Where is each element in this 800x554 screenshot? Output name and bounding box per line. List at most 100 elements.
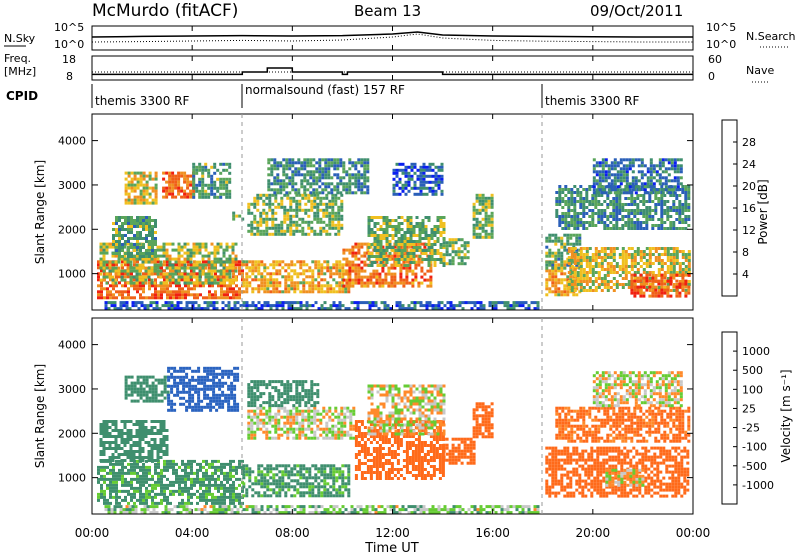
heatmap-cell	[357, 185, 361, 189]
heatmap-cell	[348, 158, 352, 162]
heatmap-cell	[412, 228, 416, 231]
heatmap-cell	[148, 240, 151, 243]
heatmap-cell	[155, 307, 159, 311]
heatmap-cell	[154, 249, 157, 252]
heatmap-cell	[331, 193, 335, 197]
heatmap-cell	[257, 307, 261, 311]
heatmap-cell	[675, 209, 679, 212]
heatmap-cell	[613, 185, 617, 189]
heatmap-cell	[115, 228, 118, 231]
heatmap-cell	[337, 232, 341, 236]
heatmap-cell	[126, 269, 130, 273]
heatmap-cell	[397, 231, 401, 234]
heatmap-cell	[301, 217, 305, 221]
heatmap-cell	[601, 185, 605, 189]
heatmap-cell	[281, 304, 285, 308]
heatmap-cell	[582, 274, 586, 277]
heatmap-cell	[335, 263, 339, 267]
heatmap-cell	[136, 186, 140, 190]
heatmap-cell	[397, 228, 401, 231]
heatmap-cell	[154, 495, 157, 499]
heatmap-cell	[112, 465, 115, 469]
heatmap-cell	[360, 185, 364, 189]
heatmap-cell	[171, 180, 175, 184]
heatmap-cell	[381, 284, 385, 288]
heatmap-cell	[276, 167, 280, 171]
heatmap-cell	[345, 173, 349, 177]
heatmap-cell	[385, 222, 389, 225]
heatmap-cell	[661, 164, 665, 168]
heatmap-cell	[666, 268, 670, 271]
heatmap-cell	[585, 200, 589, 203]
heatmap-cell	[169, 293, 172, 297]
heatmap-cell	[478, 226, 482, 230]
heatmap-cell	[254, 269, 258, 273]
heatmap-cell	[154, 480, 157, 484]
heatmap-cell	[132, 266, 136, 270]
heatmap-cell	[348, 176, 352, 180]
heatmap-cell	[681, 276, 685, 280]
heatmap-cell	[165, 257, 169, 261]
heatmap-cell	[127, 492, 130, 496]
heatmap-cell	[320, 304, 324, 308]
heatmap-cell	[260, 304, 264, 308]
heatmap-cell	[612, 259, 616, 262]
heatmap-cell	[506, 301, 510, 305]
heatmap-cell	[192, 195, 196, 199]
heatmap-cell	[117, 269, 121, 273]
heatmap-cell	[673, 179, 677, 183]
heatmap-cell	[560, 260, 564, 264]
heatmap-cell	[408, 269, 412, 273]
heatmap-cell	[120, 269, 124, 273]
heatmap-cell	[654, 285, 658, 289]
heatmap-cell	[219, 171, 223, 175]
heatmap-cell	[102, 275, 106, 279]
heatmap-cell	[238, 260, 241, 264]
heatmap-cell	[340, 208, 344, 212]
heatmap-cell	[214, 293, 217, 297]
heatmap-cell	[177, 174, 181, 178]
heatmap-cell	[157, 471, 160, 475]
heatmap-cell	[219, 281, 223, 285]
heatmap-cell	[331, 202, 335, 206]
heatmap-cell	[573, 256, 577, 259]
heatmap-cell	[262, 199, 266, 203]
heatmap-cell	[579, 191, 583, 194]
heatmap-cell	[545, 266, 549, 270]
heatmap-cell	[648, 273, 652, 277]
heatmap-cell	[151, 237, 154, 240]
heatmap-cell	[681, 206, 685, 209]
heatmap-cell	[304, 208, 308, 212]
heatmap-cell	[452, 304, 456, 308]
heatmap-cell	[135, 272, 139, 276]
heatmap-cell	[609, 253, 613, 256]
heatmap-cell	[221, 301, 225, 305]
heatmap-cell	[661, 170, 665, 174]
heatmap-cell	[320, 278, 324, 282]
heatmap-cell	[148, 231, 151, 234]
heatmap-cell	[363, 179, 367, 183]
heatmap-cell	[663, 276, 667, 280]
heatmap-cell	[430, 249, 434, 252]
heatmap-cell	[401, 304, 405, 308]
heatmap-cell	[174, 260, 178, 264]
heatmap-cell	[177, 183, 181, 187]
heatmap-cell	[457, 253, 461, 257]
heatmap-cell	[628, 191, 632, 195]
heatmap-cell	[133, 219, 136, 222]
heatmap-cell	[112, 474, 115, 478]
heatmap-cell	[576, 215, 580, 218]
heatmap-cell	[267, 167, 271, 171]
heatmap-cell	[319, 232, 323, 236]
heatmap-cell	[177, 186, 181, 190]
heatmap-cell	[274, 223, 278, 227]
heatmap-cell	[142, 246, 145, 249]
heatmap-cell	[105, 251, 109, 255]
heatmap-cell	[274, 229, 278, 233]
heatmap-cell	[579, 277, 583, 280]
heatmap-cell	[421, 222, 425, 225]
heatmap-cell	[439, 255, 443, 258]
heatmap-cell	[427, 261, 431, 264]
heatmap-cell	[642, 268, 646, 271]
heatmap-cell	[585, 247, 589, 250]
